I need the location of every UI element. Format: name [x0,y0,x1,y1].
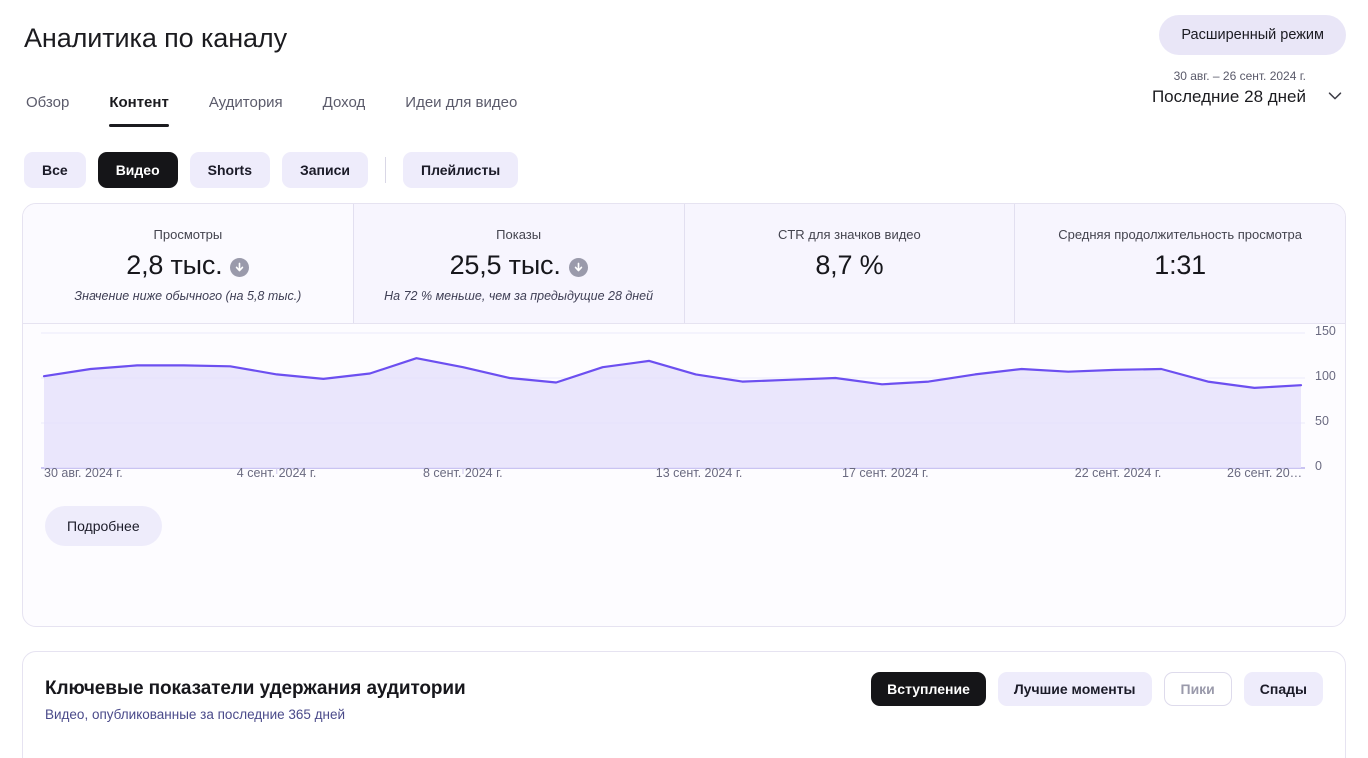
metric-value-row: 2,8 тыс. [126,246,250,284]
retention-panel-inner: Ключевые показатели удержания аудитории … [23,652,1345,748]
chart-canvas [41,332,1305,474]
arrow-down-circle-icon [568,257,588,277]
chart-y-tick: 50 [1315,414,1329,428]
chart-x-tick: 26 сент. 20… [1227,466,1303,480]
tab-overview[interactable]: Обзор [24,88,89,127]
chart-x-tick: 17 сент. 2024 г. [842,466,929,480]
metric-card-impressions[interactable]: Показы 25,5 тыс. На 72 % меньше, чем за … [352,204,684,323]
chip-posts[interactable]: Записи [281,152,368,188]
date-range-picker[interactable]: 30 авг. – 26 сент. 2024 г. Последние 28 … [1152,68,1346,109]
date-range-value: 30 авг. – 26 сент. 2024 г. [1173,69,1306,83]
chart-y-tick: 100 [1315,369,1336,383]
page-title: Аналитика по каналу [24,23,287,53]
chip-divider [385,157,386,183]
metric-note: Значение ниже обычного (на 5,8 тыс.) [74,289,302,303]
arrow-down-circle-icon [230,257,250,277]
content-type-filter-chips: Все Видео Shorts Записи Плейлисты [24,152,519,188]
segment-intro-button[interactable]: Вступление [871,672,986,706]
overview-panel: Просмотры 2,8 тыс. Значение ниже обычног… [22,203,1346,627]
analytics-tabs: Обзор Контент Аудитория Доход Идеи для в… [24,88,537,127]
views-chart: 30 авг. 2024 г. 4 сент. 2024 г. 8 сент. 20… [23,324,1345,574]
metric-note: На 72 % меньше, чем за предыдущие 28 дне… [384,289,654,303]
chart-x-axis-labels: 30 авг. 2024 г. 4 сент. 2024 г. 8 сент. 20… [23,466,1345,486]
date-preset-value: Последние 28 дней [1151,87,1306,106]
metric-card-views[interactable]: Просмотры 2,8 тыс. Значение ниже обычног… [23,204,353,323]
segment-dips-button[interactable]: Спады [1243,672,1323,706]
chart-x-tick: 13 сент. 2024 г. [655,466,743,480]
chart-x-tick: 30 авг. 2024 г. [44,466,123,480]
metric-card-avg-view-duration[interactable]: Средняя продолжительность просмотра 1:31 [1014,204,1345,323]
retention-subtitle: Видео, опубликованные за последние 365 д… [45,707,346,722]
tab-revenue[interactable]: Доход [303,88,386,127]
metric-value: 25,5 тыс. [449,250,561,280]
metric-label: Средняя продолжительность просмотра [1058,227,1303,242]
chart-y-tick: 0 [1315,459,1322,473]
chip-playlists[interactable]: Плейлисты [403,152,519,188]
page-header: Аналитика по каналу Расширенный режим 30… [0,0,1368,132]
retention-panel: Ключевые показатели удержания аудитории … [22,651,1346,758]
retention-segment-buttons: Вступление Лучшие моменты Пики Спады [871,672,1323,706]
tab-label: Доход [322,94,366,111]
chart-x-tick: 4 сент. 2024 г. [236,466,317,480]
tab-content[interactable]: Контент [89,88,188,127]
metric-value: 1:31 [1154,250,1206,280]
tab-label: Обзор [26,94,70,111]
chart-x-tick: 8 сент. 2024 г. [423,466,503,480]
chip-video[interactable]: Видео [97,152,178,188]
metric-label: Показы [496,227,542,242]
chip-all[interactable]: Все [24,152,86,188]
metric-value: 8,7 % [815,250,884,280]
chip-shorts[interactable]: Shorts [189,152,270,188]
segment-top-moments-button[interactable]: Лучшие моменты [997,672,1152,706]
chart-x-tick: 22 сент. 2024 г. [1074,466,1162,480]
advanced-mode-button[interactable]: Расширенный режим [1159,15,1346,55]
segment-peaks-button: Пики [1163,672,1232,706]
metric-cards: Просмотры 2,8 тыс. Значение ниже обычног… [23,204,1345,324]
date-range-text: 30 авг. – 26 сент. 2024 г. Последние 28 … [1152,68,1306,109]
metric-value-row: 1:31 [1154,246,1206,284]
metric-label: Просмотры [153,227,223,242]
tab-audience[interactable]: Аудитория [189,88,303,127]
tab-label: Аудитория [208,94,283,111]
metric-value-row: 8,7 % [815,246,883,284]
tab-video-ideas[interactable]: Идеи для видео [385,88,537,127]
metric-value-row: 25,5 тыс. [450,246,588,284]
metric-value: 2,8 тыс. [126,250,223,280]
tab-label: Идеи для видео [405,94,518,111]
metric-card-ctr[interactable]: CTR для значков видео 8,7 % [683,204,1015,323]
retention-title: Ключевые показатели удержания аудитории [45,678,466,699]
tab-label: Контент [109,94,169,111]
chart-more-button[interactable]: Подробнее [45,506,162,546]
metric-label: CTR для значков видео [777,227,921,242]
chevron-down-icon[interactable] [1324,85,1346,107]
chart-y-tick: 150 [1315,324,1336,338]
